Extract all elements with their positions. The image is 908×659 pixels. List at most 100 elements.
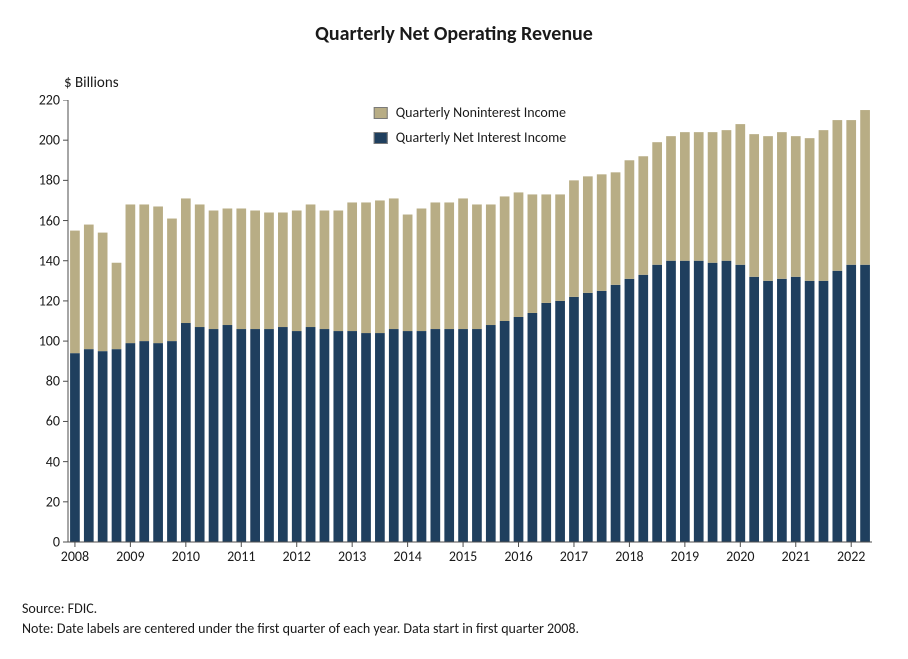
bar-noninterest — [333, 211, 343, 332]
bar-noninterest — [749, 134, 759, 277]
bar-noninterest — [569, 180, 579, 297]
bar-net-interest — [763, 281, 773, 542]
x-tick-label: 2015 — [449, 548, 477, 565]
bar-noninterest — [195, 204, 205, 327]
y-tick-label: 160 — [20, 212, 60, 229]
bar-net-interest — [361, 333, 371, 542]
bar-net-interest — [666, 261, 676, 542]
footnote: Note: Date labels are centered under the… — [22, 620, 579, 638]
bar-noninterest — [167, 219, 177, 342]
bar-noninterest — [306, 204, 316, 327]
y-tick-label: 140 — [20, 252, 60, 269]
bar-noninterest — [486, 204, 496, 325]
bar-net-interest — [846, 265, 856, 542]
y-tick-label: 100 — [20, 333, 60, 350]
bar-noninterest — [389, 198, 399, 329]
bar-net-interest — [389, 329, 399, 542]
y-axis-label: $ Billions — [64, 74, 119, 92]
bar-noninterest — [361, 202, 371, 333]
bar-net-interest — [735, 265, 745, 542]
x-tick-label: 2020 — [726, 548, 754, 565]
bar-net-interest — [777, 279, 787, 542]
bar-noninterest — [417, 208, 427, 331]
bar-noninterest — [112, 263, 122, 349]
bar-noninterest — [347, 202, 357, 331]
bar-net-interest — [403, 331, 413, 542]
chart-title: Quarterly Net Operating Revenue — [0, 0, 908, 46]
bar-net-interest — [278, 327, 288, 542]
bar-net-interest — [611, 285, 621, 542]
bar-net-interest — [264, 329, 274, 542]
bar-net-interest — [652, 265, 662, 542]
bar-net-interest — [722, 261, 732, 542]
bar-noninterest — [278, 213, 288, 328]
y-tick-label: 20 — [20, 493, 60, 510]
bar-net-interest — [638, 275, 648, 542]
bar-net-interest — [292, 331, 302, 542]
bar-net-interest — [430, 329, 440, 542]
bar-net-interest — [112, 349, 122, 542]
source-note: Source: FDIC. — [22, 600, 97, 618]
bar-net-interest — [250, 329, 260, 542]
bar-net-interest — [320, 329, 330, 542]
bar-noninterest — [805, 138, 815, 281]
bar-net-interest — [500, 321, 510, 542]
bar-net-interest — [126, 343, 136, 542]
bar-noninterest — [583, 176, 593, 293]
bar-net-interest — [583, 293, 593, 542]
bar-net-interest — [694, 261, 704, 542]
bar-noninterest — [514, 192, 524, 317]
y-tick-label: 220 — [20, 92, 60, 109]
bar-noninterest — [430, 202, 440, 329]
bar-noninterest — [292, 211, 302, 332]
x-tick-label: 2008 — [61, 548, 89, 565]
bar-noninterest — [250, 211, 260, 330]
bar-net-interest — [749, 277, 759, 542]
bar-net-interest — [569, 297, 579, 542]
bar-noninterest — [722, 130, 732, 261]
bar-net-interest — [209, 329, 219, 542]
bar-noninterest — [763, 136, 773, 281]
bar-noninterest — [611, 172, 621, 285]
bar-noninterest — [458, 198, 468, 329]
bar-net-interest — [625, 279, 635, 542]
x-tick-label: 2013 — [338, 548, 366, 565]
bar-net-interest — [708, 263, 718, 542]
bar-noninterest — [860, 110, 870, 265]
bar-noninterest — [666, 136, 676, 261]
bar-noninterest — [597, 174, 607, 291]
x-tick-label: 2018 — [615, 548, 643, 565]
y-tick-label: 200 — [20, 132, 60, 149]
bar-noninterest — [139, 204, 149, 341]
bar-noninterest — [444, 202, 454, 329]
x-tick-label: 2009 — [116, 548, 144, 565]
bar-net-interest — [791, 277, 801, 542]
bar-noninterest — [320, 211, 330, 330]
bar-noninterest — [223, 208, 233, 325]
x-tick-label: 2014 — [393, 548, 421, 565]
x-tick-label: 2012 — [283, 548, 311, 565]
bar-net-interest — [555, 301, 565, 542]
bar-noninterest — [500, 196, 510, 321]
bar-noninterest — [375, 200, 385, 333]
bar-noninterest — [472, 204, 482, 329]
bar-noninterest — [555, 194, 565, 300]
bar-net-interest — [597, 291, 607, 542]
bar-net-interest — [375, 333, 385, 542]
bar-noninterest — [541, 194, 551, 302]
bar-net-interest — [472, 329, 482, 542]
bar-noninterest — [708, 132, 718, 263]
bar-net-interest — [458, 329, 468, 542]
bar-noninterest — [777, 132, 787, 279]
bar-noninterest — [791, 136, 801, 277]
bar-net-interest — [70, 353, 80, 542]
bar-noninterest — [181, 198, 191, 323]
bar-noninterest — [236, 208, 246, 329]
bar-net-interest — [139, 341, 149, 542]
bar-net-interest — [84, 349, 94, 542]
x-tick-label: 2010 — [172, 548, 200, 565]
bar-noninterest — [625, 160, 635, 279]
bar-noninterest — [819, 130, 829, 281]
bar-net-interest — [417, 331, 427, 542]
x-tick-label: 2016 — [504, 548, 532, 565]
